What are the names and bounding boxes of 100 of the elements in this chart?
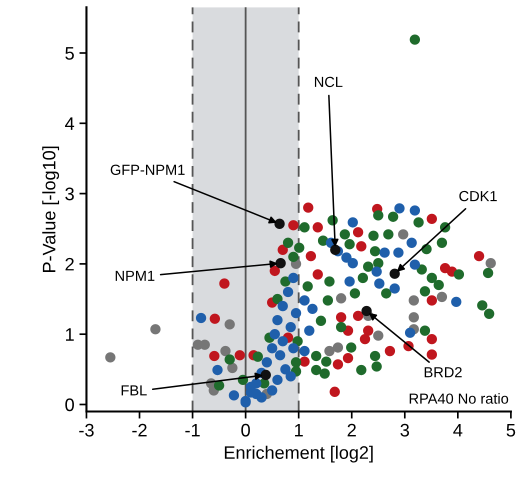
point	[390, 283, 400, 294]
point	[416, 264, 427, 275]
point	[251, 388, 262, 400]
point	[290, 357, 302, 368]
point	[262, 357, 272, 368]
point	[341, 252, 352, 263]
point	[372, 266, 382, 277]
point	[220, 346, 231, 356]
point	[398, 229, 408, 240]
annotation: FBL	[122, 385, 147, 396]
point	[484, 308, 494, 319]
point	[105, 352, 116, 363]
x-tick-label: 5	[506, 424, 516, 437]
point	[321, 356, 332, 367]
y-tick-label: 5	[65, 47, 74, 60]
point	[330, 386, 340, 397]
point	[224, 319, 235, 330]
point	[370, 350, 380, 362]
point	[344, 239, 355, 250]
x-tick-label: 3	[400, 424, 410, 437]
point	[346, 342, 356, 353]
x-tick-label: -2	[132, 424, 147, 436]
point	[373, 210, 384, 221]
annotation: NPM1	[116, 270, 154, 281]
point	[320, 368, 330, 379]
point	[384, 346, 396, 356]
point	[477, 300, 488, 311]
point	[486, 258, 496, 268]
point	[426, 214, 437, 224]
point	[426, 334, 437, 344]
x-tick-label: 1	[295, 424, 303, 436]
annotation: CDK1	[459, 190, 497, 202]
point	[373, 258, 384, 268]
point	[404, 328, 416, 338]
point	[303, 202, 314, 213]
point	[267, 343, 278, 354]
x-tick-label: -1	[185, 424, 200, 436]
point	[294, 242, 304, 253]
point	[383, 229, 394, 240]
point	[388, 212, 398, 222]
point	[372, 361, 382, 372]
point	[332, 342, 344, 353]
point	[150, 324, 161, 334]
point	[348, 258, 358, 268]
point	[420, 326, 430, 336]
x-tick-label: -3	[79, 424, 94, 437]
point	[474, 251, 484, 262]
point	[426, 295, 437, 306]
annotation: BRD2	[424, 367, 462, 378]
point	[451, 296, 462, 307]
point	[368, 230, 379, 241]
point	[278, 300, 288, 312]
point	[358, 272, 368, 284]
point	[210, 314, 220, 324]
point	[280, 276, 291, 287]
point	[390, 268, 400, 279]
point	[299, 346, 310, 356]
point	[373, 330, 384, 341]
point	[286, 322, 296, 332]
x-axis-title: Enrichement [log2]	[224, 446, 373, 463]
point	[336, 293, 346, 304]
point	[288, 272, 299, 284]
point	[406, 238, 417, 248]
x-tick-label: 0	[241, 424, 250, 437]
point	[272, 374, 283, 386]
point	[454, 269, 464, 280]
point	[370, 246, 380, 256]
point	[436, 238, 448, 248]
point	[413, 217, 424, 228]
point	[307, 304, 318, 314]
point	[278, 336, 288, 346]
point	[352, 227, 364, 238]
point	[282, 238, 294, 248]
point	[410, 34, 420, 45]
point	[274, 350, 286, 360]
point	[381, 288, 392, 299]
point	[420, 286, 430, 296]
point	[304, 326, 314, 336]
point	[227, 362, 238, 374]
point	[252, 352, 263, 362]
point	[322, 295, 334, 306]
point	[260, 370, 271, 380]
point	[340, 229, 350, 240]
point	[436, 292, 448, 302]
point	[306, 251, 316, 262]
point	[394, 203, 405, 214]
point	[288, 343, 299, 354]
point	[280, 364, 291, 374]
point	[316, 316, 326, 326]
y-tick-label: 4	[65, 117, 74, 130]
point	[219, 278, 230, 289]
point	[324, 276, 335, 287]
point	[290, 308, 302, 318]
annotation: GFP-NPM1	[110, 164, 185, 175]
point	[282, 286, 294, 298]
x-tick-label: 2	[348, 424, 356, 436]
point	[363, 262, 374, 272]
point	[344, 276, 355, 287]
point	[379, 247, 390, 258]
y-tick-label: 0	[65, 398, 74, 412]
